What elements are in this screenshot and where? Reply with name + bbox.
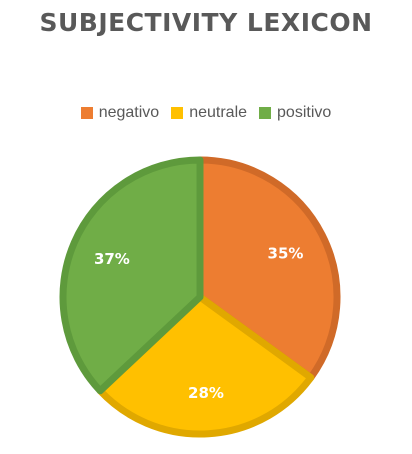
legend-label-negativo: negativo: [98, 104, 160, 121]
legend-item-neutrale: neutrale: [171, 104, 247, 122]
pie-slice-negativo: [196, 156, 341, 382]
pie-slice-positivo: [59, 156, 204, 395]
pie-label-negativo: 35%: [268, 244, 304, 262]
pie-label-neutrale: 28%: [188, 384, 224, 402]
legend-swatch-negativo: [80, 107, 93, 119]
pie-slices: [59, 156, 341, 438]
legend-swatch-positivo: [259, 107, 272, 119]
legend-item-negativo: negativo: [80, 104, 160, 122]
legend-swatch-neutrale: [171, 107, 184, 119]
pie-labels: 35% 28% 37%: [94, 244, 304, 401]
legend-item-positivo: positivo: [259, 104, 331, 122]
legend-label-neutrale: neutrale: [189, 104, 248, 121]
pie-label-positivo: 37%: [94, 250, 130, 268]
legend-label-positivo: positivo: [277, 104, 332, 121]
chart-title: SUBJECTIVITY LEXICON: [39, 8, 373, 37]
pie-slice-neutrale: [96, 293, 315, 438]
legend: negativo neutrale positivo: [0, 104, 412, 122]
